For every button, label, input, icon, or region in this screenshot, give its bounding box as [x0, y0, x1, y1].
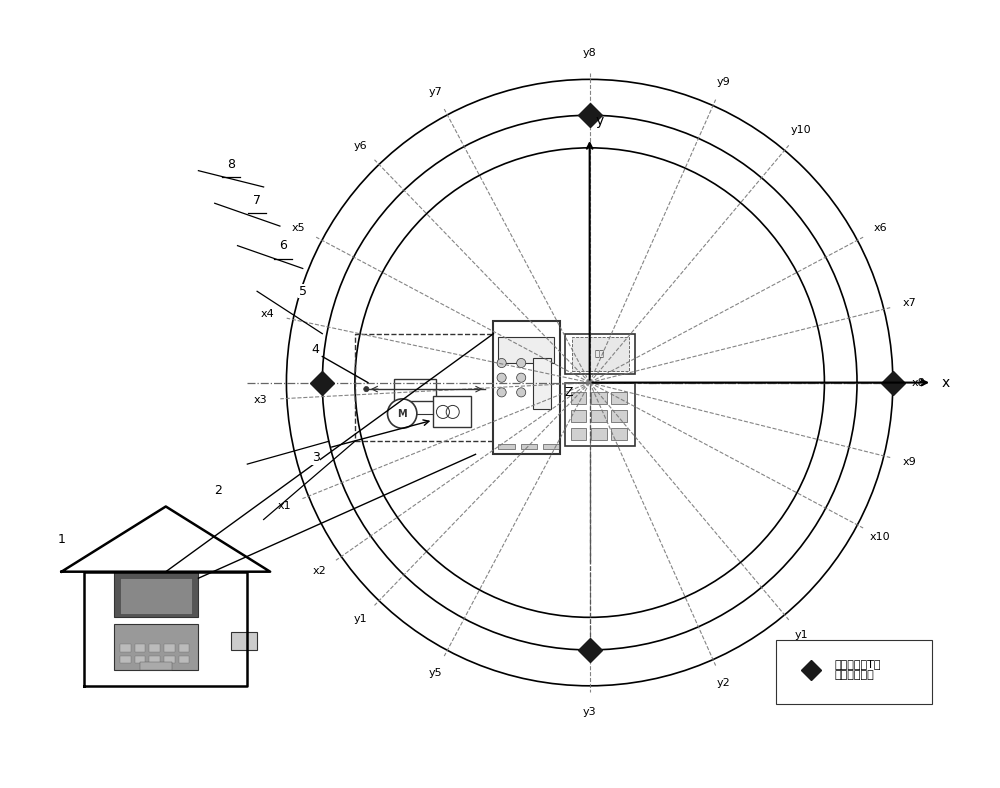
Circle shape	[364, 386, 369, 392]
FancyBboxPatch shape	[533, 358, 551, 409]
FancyBboxPatch shape	[498, 337, 554, 363]
FancyBboxPatch shape	[164, 656, 175, 663]
Text: y9: y9	[717, 76, 730, 87]
FancyBboxPatch shape	[565, 383, 635, 446]
FancyBboxPatch shape	[611, 428, 627, 440]
FancyBboxPatch shape	[611, 411, 627, 422]
Text: x: x	[942, 376, 950, 389]
Circle shape	[497, 359, 506, 367]
FancyBboxPatch shape	[114, 572, 198, 617]
FancyBboxPatch shape	[498, 444, 515, 449]
FancyBboxPatch shape	[135, 645, 145, 652]
Text: y: y	[595, 114, 604, 128]
Text: y1: y1	[795, 630, 808, 640]
Text: y8: y8	[583, 48, 597, 58]
Circle shape	[497, 388, 506, 397]
FancyBboxPatch shape	[433, 396, 471, 426]
Text: x7: x7	[902, 298, 916, 308]
Text: Z: Z	[564, 386, 573, 399]
Text: y6: y6	[354, 141, 368, 151]
FancyBboxPatch shape	[149, 656, 160, 663]
Text: 4: 4	[312, 344, 320, 356]
Text: x5: x5	[292, 223, 306, 233]
Text: 5: 5	[299, 284, 307, 298]
Text: y7: y7	[428, 87, 442, 97]
Circle shape	[517, 359, 526, 367]
FancyBboxPatch shape	[543, 444, 559, 449]
FancyBboxPatch shape	[571, 392, 586, 403]
Circle shape	[497, 374, 506, 382]
Text: 6: 6	[279, 239, 287, 252]
Circle shape	[517, 388, 526, 397]
FancyBboxPatch shape	[120, 656, 131, 663]
Text: x3: x3	[254, 395, 268, 405]
FancyBboxPatch shape	[493, 321, 560, 455]
Text: x9: x9	[902, 457, 916, 467]
FancyBboxPatch shape	[591, 392, 607, 403]
Text: x6: x6	[874, 223, 887, 233]
FancyBboxPatch shape	[164, 645, 175, 652]
Text: x10: x10	[870, 532, 891, 542]
FancyBboxPatch shape	[565, 333, 635, 374]
FancyBboxPatch shape	[572, 337, 629, 371]
FancyBboxPatch shape	[179, 656, 189, 663]
Text: 7: 7	[253, 194, 261, 206]
FancyBboxPatch shape	[149, 645, 160, 652]
Text: x1: x1	[278, 501, 291, 511]
FancyBboxPatch shape	[571, 411, 586, 422]
Text: y5: y5	[428, 668, 442, 678]
Text: 1: 1	[58, 533, 65, 545]
FancyBboxPatch shape	[591, 411, 607, 422]
Circle shape	[517, 374, 526, 382]
FancyBboxPatch shape	[120, 578, 192, 614]
FancyBboxPatch shape	[611, 392, 627, 403]
Text: y2: y2	[717, 678, 730, 689]
Text: x4: x4	[261, 309, 274, 319]
FancyBboxPatch shape	[591, 428, 607, 440]
Text: x2: x2	[313, 567, 327, 577]
Text: 8: 8	[227, 158, 235, 171]
Text: y1: y1	[354, 615, 368, 624]
FancyBboxPatch shape	[394, 379, 436, 400]
FancyBboxPatch shape	[135, 656, 145, 663]
Text: 位移: 位移	[594, 350, 604, 359]
FancyBboxPatch shape	[521, 444, 537, 449]
Text: 2: 2	[214, 484, 222, 496]
Text: y10: y10	[791, 125, 812, 136]
Text: y3: y3	[583, 707, 596, 717]
Text: 3: 3	[312, 451, 320, 464]
FancyBboxPatch shape	[114, 624, 198, 670]
FancyBboxPatch shape	[231, 632, 257, 650]
Text: M: M	[397, 408, 407, 418]
FancyBboxPatch shape	[179, 645, 189, 652]
FancyBboxPatch shape	[120, 645, 131, 652]
FancyBboxPatch shape	[140, 663, 172, 670]
Circle shape	[388, 399, 417, 428]
Text: 拉力计所在T型
架方位示意点: 拉力计所在T型 架方位示意点	[834, 659, 881, 680]
FancyBboxPatch shape	[571, 428, 586, 440]
Text: x8: x8	[912, 377, 926, 388]
